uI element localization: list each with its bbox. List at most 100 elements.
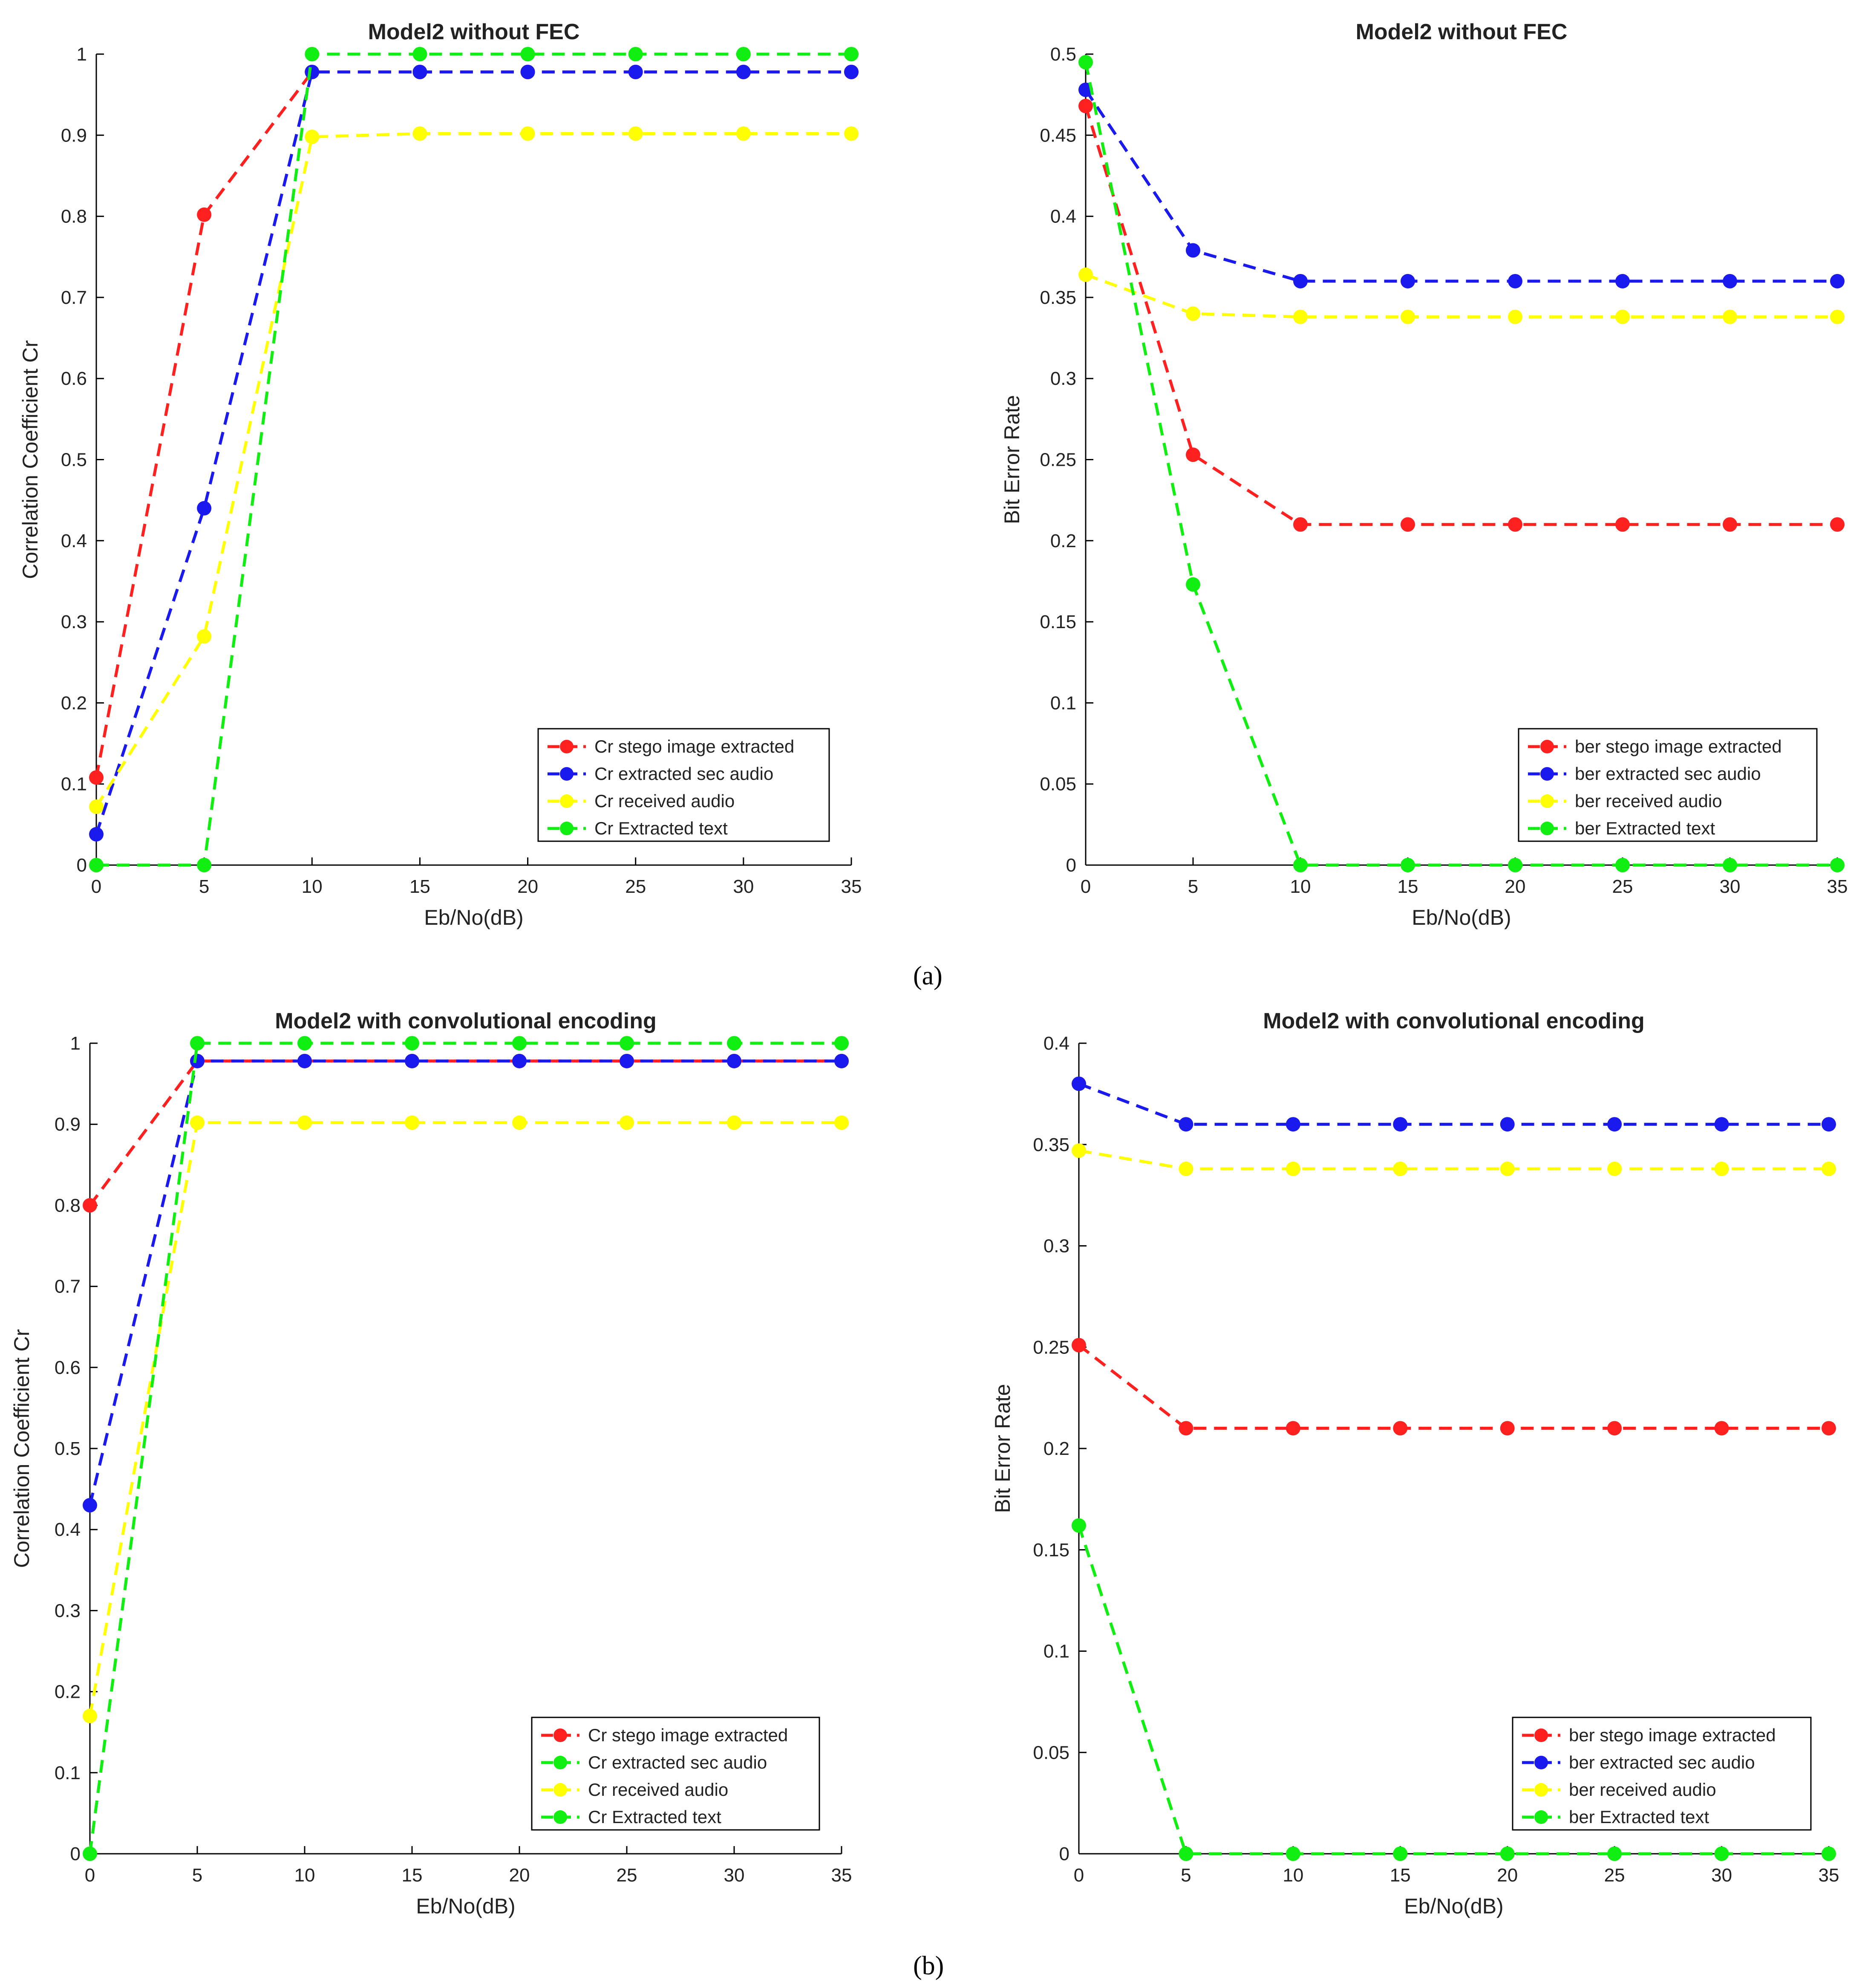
legend-entry: ber received audio (1569, 1780, 1716, 1800)
data-point (1500, 1421, 1515, 1436)
legend-entry: Cr extracted sec audio (594, 764, 773, 784)
data-point (1179, 1421, 1193, 1436)
x-tick-label: 35 (831, 1865, 852, 1886)
x-tick-label: 30 (724, 1865, 745, 1886)
data-point (1401, 274, 1415, 289)
series-line (88, 1121, 842, 1717)
legend-entry: Cr Extracted text (588, 1807, 721, 1827)
x-tick-label: 35 (1827, 876, 1848, 897)
data-point (1723, 517, 1737, 532)
data-point (197, 501, 212, 516)
data-point (1286, 1161, 1300, 1176)
series-red (89, 64, 859, 785)
y-tick-label: 0 (1066, 855, 1076, 876)
data-point (512, 1053, 527, 1068)
data-point (89, 858, 104, 872)
data-point (727, 1036, 741, 1050)
series-line (1084, 89, 1837, 283)
data-point (1401, 517, 1415, 532)
data-point (190, 1115, 205, 1130)
legend-entry: Cr Extracted text (594, 818, 728, 838)
series-blue (89, 64, 859, 842)
data-point (520, 47, 535, 61)
series-green (89, 47, 859, 872)
series-line (1078, 1149, 1829, 1171)
data-point (1072, 1143, 1086, 1158)
legend-swatch-marker (560, 767, 574, 781)
data-point (83, 1498, 97, 1513)
data-point (1500, 1117, 1515, 1132)
data-point (1293, 309, 1308, 324)
y-tick-label: 0.3 (55, 1600, 81, 1621)
data-point (1293, 517, 1308, 532)
x-axis-label: Eb/No(dB) (1404, 1894, 1503, 1918)
data-point (190, 1053, 205, 1068)
series-line (1084, 105, 1837, 526)
x-tick-label: 5 (1188, 876, 1198, 897)
y-tick-label: 0.4 (1050, 206, 1076, 227)
series-yellow (1078, 267, 1845, 324)
data-point (1186, 243, 1200, 258)
data-point (1723, 274, 1737, 289)
legend-swatch-marker (560, 740, 574, 753)
data-point (1822, 1161, 1836, 1176)
y-tick-label: 0.15 (1040, 612, 1076, 632)
y-tick-label: 0 (70, 1844, 81, 1864)
legend-entry: ber extracted sec audio (1575, 764, 1761, 784)
y-tick-label: 0.4 (55, 1519, 81, 1540)
y-tick-label: 0 (1059, 1844, 1069, 1864)
data-point (297, 1115, 312, 1130)
data-point (512, 1036, 527, 1050)
x-axis-label: Eb/No(dB) (1412, 906, 1511, 929)
data-point (1179, 1161, 1193, 1176)
legend-box (1512, 1717, 1812, 1831)
x-tick-label: 30 (1720, 876, 1741, 897)
legend-entry: ber extracted sec audio (1569, 1752, 1755, 1772)
data-point (190, 1036, 205, 1050)
legend-entry: Cr received audio (594, 791, 735, 811)
x-tick-label: 10 (1290, 876, 1311, 897)
legend: Cr stego image extracted Cr extracted sec… (537, 728, 830, 842)
legend-entry: ber received audio (1575, 791, 1722, 811)
x-tick-label: 25 (617, 1865, 637, 1886)
data-point (1401, 858, 1415, 872)
y-tick-label: 0.15 (1033, 1540, 1069, 1561)
data-point (197, 207, 212, 222)
x-tick-label: 20 (1497, 1865, 1518, 1886)
x-tick-label: 0 (85, 1865, 95, 1886)
series-line (88, 1059, 842, 1506)
y-tick-label: 0.4 (61, 531, 87, 551)
legend-swatch-marker (1534, 1756, 1548, 1769)
y-tick-label: 0.1 (1050, 692, 1076, 713)
data-point (1072, 1338, 1086, 1353)
x-tick-label: 30 (733, 876, 754, 897)
x-tick-label: 30 (1711, 1865, 1732, 1886)
y-tick-label: 0.2 (1043, 1438, 1069, 1459)
data-point (1393, 1421, 1408, 1436)
series-red (1078, 98, 1845, 532)
data-point (736, 47, 751, 61)
y-tick-label: 0.1 (55, 1763, 81, 1783)
chart-1: 00.10.20.30.40.50.60.70.80.910 5 10 15 20 25 3… (18, 20, 862, 929)
data-point (1607, 1161, 1622, 1176)
series-blue (1078, 82, 1845, 289)
data-point (412, 47, 427, 61)
x-tick-label: 15 (1398, 876, 1418, 897)
data-point (844, 64, 859, 79)
data-point (1830, 858, 1845, 872)
data-point (1822, 1117, 1836, 1132)
series-yellow (89, 126, 859, 814)
data-point (1500, 1161, 1515, 1176)
data-point (1607, 1421, 1622, 1436)
data-point (197, 858, 212, 872)
legend: Cr stego image extracted Cr extracted sec… (531, 1717, 820, 1831)
data-point (727, 1115, 741, 1130)
legend-entry: ber Extracted text (1569, 1807, 1709, 1827)
y-tick-label: 0.25 (1040, 450, 1076, 470)
data-point (1393, 1161, 1408, 1176)
data-point (83, 1198, 97, 1213)
x-tick-label: 15 (1390, 1865, 1411, 1886)
y-tick-label: 0.8 (55, 1195, 81, 1216)
y-tick-label: 0.2 (1050, 531, 1076, 551)
series-yellow (1072, 1143, 1836, 1176)
